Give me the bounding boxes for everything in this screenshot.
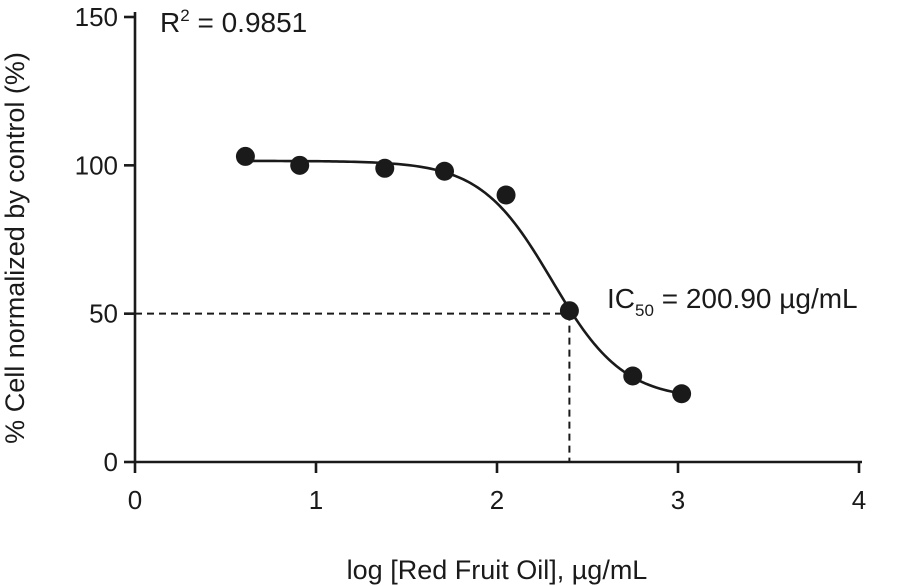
axes (133, 12, 862, 464)
data-point-7 (672, 384, 692, 404)
data-point-4 (496, 185, 516, 205)
y-tick-label-1: 50 (89, 299, 118, 329)
data-points (235, 146, 692, 404)
data-point-2 (375, 158, 395, 178)
ic50-annotation: IC50 = 200.90 µg/mL (607, 283, 858, 320)
x-tick-label-4: 4 (852, 485, 866, 515)
axis-ticks: 0 1 2 3 4 0 50 100 150 (75, 2, 867, 515)
data-point-1 (290, 155, 310, 175)
y-tick-label-0: 0 (104, 447, 118, 477)
r-squared-symbol: R (160, 7, 180, 38)
x-tick-label-2: 2 (490, 485, 504, 515)
y-axis-title: % Cell normalized by control (%) (0, 52, 30, 444)
fit-curve (245, 159, 682, 395)
x-tick-label-1: 1 (309, 485, 323, 515)
data-point-6 (623, 366, 643, 386)
data-point-3 (435, 161, 455, 181)
ic50-symbol: IC (607, 283, 635, 314)
data-point-5 (559, 301, 579, 321)
reference-lines (135, 312, 571, 462)
data-point-0 (235, 146, 255, 166)
y-tick-label-3: 150 (75, 2, 118, 32)
r-squared-superscript: 2 (180, 6, 189, 25)
r-squared-value: = 0.9851 (190, 7, 308, 38)
x-tick-label-0: 0 (128, 485, 142, 515)
ic50-subscript: 50 (635, 301, 654, 320)
ic50-value: = 200.90 µg/mL (654, 283, 858, 314)
y-tick-label-2: 100 (75, 150, 118, 180)
x-axis-title: log [Red Fruit Oil], µg/mL (347, 555, 648, 585)
x-tick-label-3: 3 (671, 485, 685, 515)
r-squared-annotation: R2 = 0.9851 (160, 6, 307, 38)
fit-curve-layer (245, 159, 682, 395)
